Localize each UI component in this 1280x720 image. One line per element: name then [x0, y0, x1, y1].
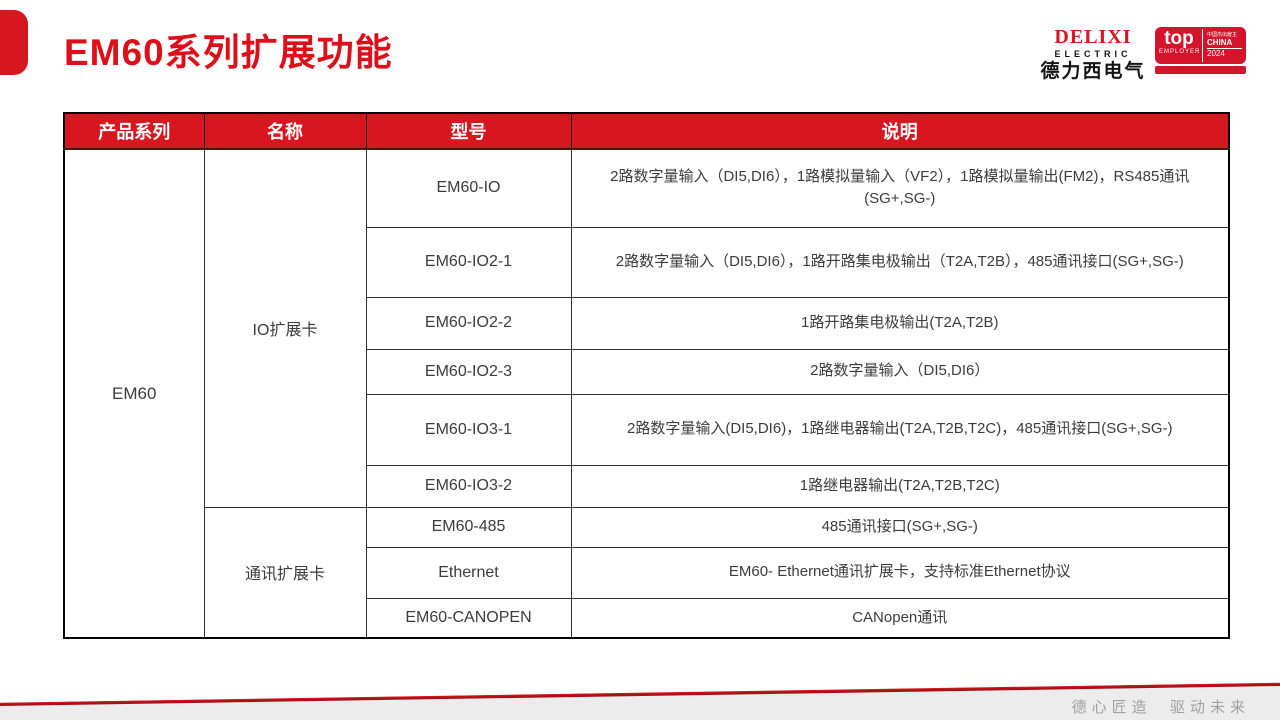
badge-caption-strip: CERTIFIED EXCELLENCE IN EMPLOYEE CONDITI… — [1155, 66, 1246, 74]
model-cell: EM60-IO3-2 — [365, 464, 572, 508]
footer-slogan: 德心匠造 驱动未来 — [1071, 699, 1250, 716]
title-accent-bar — [0, 10, 28, 75]
desc-cell: 485通讯接口(SG+,SG-) — [570, 506, 1230, 548]
group-cell-comm: 通讯扩展卡 — [203, 506, 367, 639]
col-header-model: 型号 — [365, 112, 572, 150]
table-row: EM60-IO3-1 2路数字量输入(DI5,DI6)，1路继电器输出(T2A,… — [64, 393, 1230, 466]
delixi-logo-chinese: 德力西电气 — [1040, 61, 1146, 82]
model-cell: EM60-IO2-2 — [365, 296, 572, 350]
table-row: EM60-IO2-3 2路数字量输入（DI5,DI6） — [64, 348, 1230, 395]
group-cell-io: IO扩展卡 — [203, 148, 367, 508]
top-employer-word: top — [1164, 28, 1194, 49]
badge-year: 2024 — [1207, 49, 1225, 58]
delixi-logo-brand: DELIXI — [1054, 26, 1132, 48]
badge-cn-label: 中国杰出雇主 — [1207, 32, 1238, 38]
model-cell: Ethernet — [365, 546, 572, 599]
desc-cell: 1路开路集电极输出(T2A,T2B) — [570, 296, 1230, 350]
col-header-product-series: 产品系列 — [63, 112, 205, 150]
top-employer-logo: top EMPLOYER — [1159, 29, 1203, 62]
desc-cell: 1路继电器输出(T2A,T2B,T2C) — [570, 464, 1230, 508]
model-cell: EM60-IO2-3 — [365, 348, 572, 395]
desc-cell: 2路数字量输入（DI5,DI6），1路开路集电极输出（T2A,T2B），485通… — [570, 226, 1230, 298]
table-header-row: 产品系列 名称 型号 说明 — [63, 112, 1230, 150]
desc-cell: EM60- Ethernet通讯扩展卡，支持标准Ethernet协议 — [570, 546, 1230, 599]
footer-diagonal-stripe — [0, 682, 1280, 720]
model-cell: EM60-IO — [365, 148, 572, 228]
top-employer-label: EMPLOYER — [1159, 49, 1201, 55]
badge-country: CHINA — [1207, 38, 1242, 49]
page-title: EM60系列扩展功能 — [64, 32, 393, 73]
table-row: 通讯扩展卡 EM60-485 485通讯接口(SG+,SG-) — [64, 506, 1230, 639]
table-row: EM60-IO2-1 2路数字量输入（DI5,DI6），1路开路集电极输出（T2… — [64, 226, 1230, 298]
table-row: EM60-IO2-2 1路开路集电极输出(T2A,T2B) — [64, 296, 1230, 350]
desc-cell: 2路数字量输入（DI5,DI6），1路模拟量输入（VF2），1路模拟量输出(FM… — [570, 148, 1230, 228]
model-cell: EM60-CANOPEN — [365, 597, 572, 639]
model-cell: EM60-IO3-1 — [365, 393, 572, 466]
desc-cell: 2路数字量输入（DI5,DI6） — [570, 348, 1230, 395]
product-series-cell: EM60 — [63, 148, 205, 639]
col-header-name: 名称 — [203, 112, 367, 150]
spec-table: 产品系列 名称 型号 说明 EM60 IO扩展卡 EM60-IO 2路数字量输入… — [63, 112, 1230, 639]
delixi-logo-electric: ELECTRIC — [1054, 49, 1132, 59]
table-row: EM60 IO扩展卡 EM60-IO 2路数字量输入（DI5,DI6），1路模拟… — [63, 148, 1230, 639]
desc-cell: CANopen通讯 — [570, 597, 1230, 639]
model-cell: EM60-IO2-1 — [365, 226, 572, 298]
desc-cell: 2路数字量输入(DI5,DI6)，1路继电器输出(T2A,T2B,T2C)，48… — [570, 393, 1230, 466]
top-employer-badge: top EMPLOYER 中国杰出雇主 CHINA 2024 CERTIFIED… — [1155, 27, 1246, 74]
table-row: EM60-IO3-2 1路继电器输出(T2A,T2B,T2C) — [64, 464, 1230, 508]
model-cell: EM60-485 — [365, 506, 572, 548]
table-row: EM60-CANOPEN CANopen通讯 — [64, 597, 1230, 639]
col-header-description: 说明 — [570, 112, 1230, 150]
top-employer-badge-main: top EMPLOYER 中国杰出雇主 CHINA 2024 — [1155, 27, 1246, 64]
delixi-logo: DELIXI ELECTRIC 德力西电气 — [1036, 27, 1150, 81]
top-employer-china-block: 中国杰出雇主 CHINA 2024 — [1203, 29, 1242, 62]
